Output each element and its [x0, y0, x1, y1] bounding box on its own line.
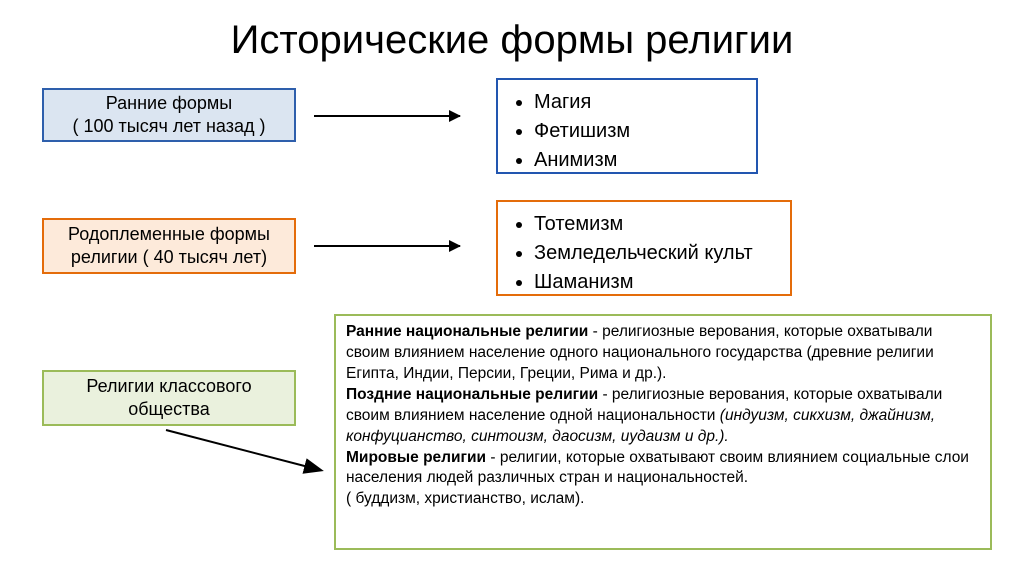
list-item: Шаманизм	[534, 268, 772, 297]
def-p2-bold: Поздние национальные религии	[346, 386, 598, 403]
list-item: Тотемизм	[534, 210, 772, 239]
list-item: Магия	[534, 88, 738, 117]
list-tribal: Тотемизм Земледельческий культ Шаманизм	[496, 200, 792, 296]
def-para2: Поздние национальные религии - религиозн…	[346, 385, 980, 448]
box-class-society: Религии классового общества	[42, 370, 296, 426]
box-tribal-forms: Родоплеменные формы религии ( 40 тысяч л…	[42, 218, 296, 274]
list-item: Фетишизм	[534, 117, 738, 146]
page-title: Исторические формы религии	[0, 18, 1024, 63]
def-p1-bold: Ранние национальные религии	[346, 323, 588, 340]
def-para1: Ранние национальные религии - религиозны…	[346, 322, 980, 385]
def-p3-tail: ( буддизм, христианство, ислам).	[346, 489, 980, 510]
box2-line1: Родоплеменные формы	[68, 223, 270, 246]
box3-line1: Религии классового	[86, 375, 251, 398]
box1-line1: Ранние формы	[106, 92, 233, 115]
arrow-icon	[314, 245, 460, 247]
list-item: Земледельческий культ	[534, 239, 772, 268]
box2-line2: религии ( 40 тысяч лет)	[71, 246, 267, 269]
list-early: Магия Фетишизм Анимизм	[496, 78, 758, 174]
def-para3: Мировые религии - религии, которые охват…	[346, 448, 980, 490]
box3-line2: общества	[128, 398, 210, 421]
box-early-forms: Ранние формы ( 100 тысяч лет назад )	[42, 88, 296, 142]
def-p3-bold: Мировые религии	[346, 449, 486, 466]
box1-line2: ( 100 тысяч лет назад )	[72, 115, 265, 138]
list-item: Анимизм	[534, 146, 738, 175]
arrow-icon	[314, 115, 460, 117]
definitions-box: Ранние национальные религии - религиозны…	[334, 314, 992, 550]
